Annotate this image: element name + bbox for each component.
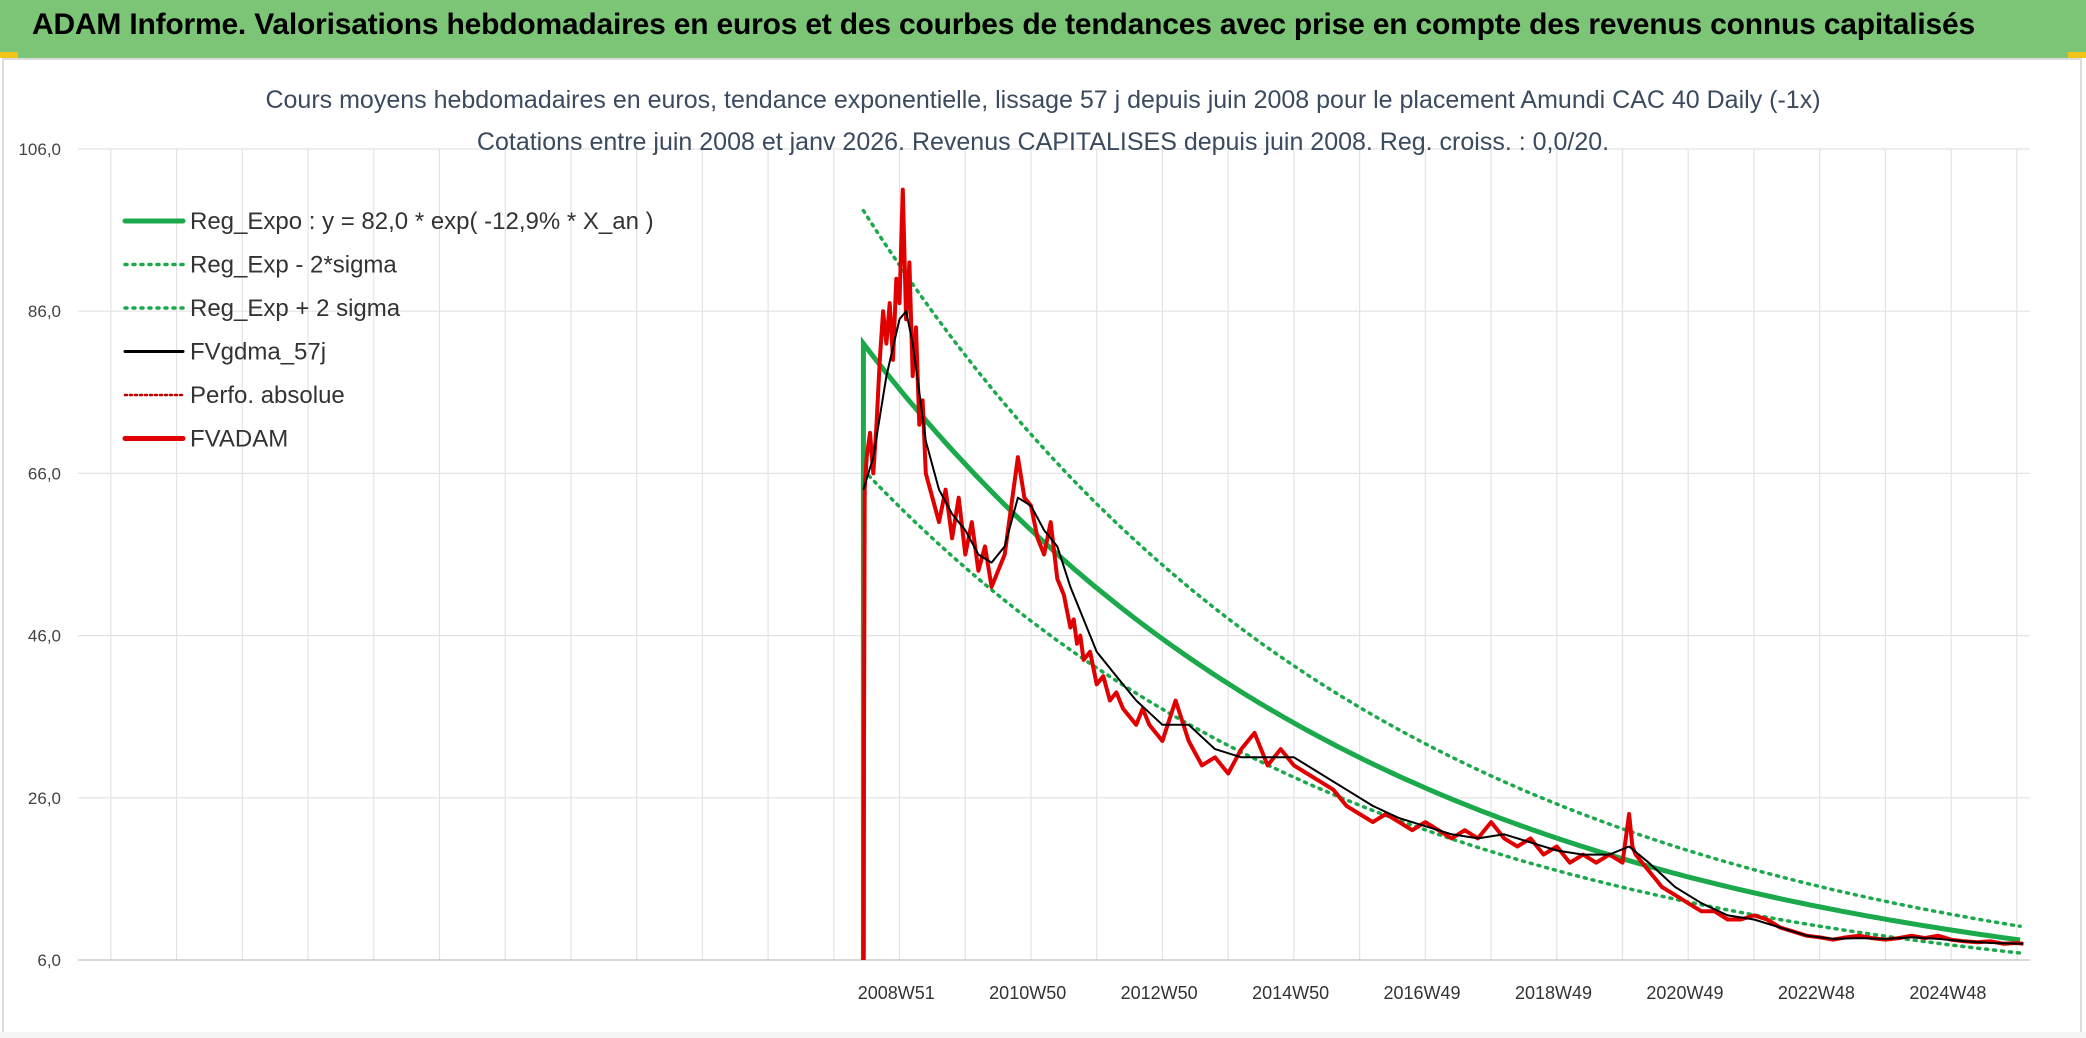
x-tick-label: 2022W48 — [1778, 983, 1855, 1003]
x-tick-label: 2018W49 — [1515, 983, 1592, 1003]
x-tick-label: 2012W50 — [1121, 983, 1198, 1003]
series-fvadam — [861, 187, 2024, 961]
legend-label: Perfo. absolue — [190, 382, 345, 409]
report-title: ADAM Informe. Valorisations hebdomadaire… — [32, 8, 1975, 41]
y-tick-label: 46,0 — [28, 627, 61, 646]
x-tick-label: 2020W49 — [1646, 983, 1723, 1003]
series-reg-exp-plus-2sigma — [861, 208, 2022, 928]
series — [860, 187, 2024, 961]
corner-marker — [2068, 52, 2086, 58]
bottom-strip — [0, 1032, 2086, 1038]
y-tick-label: 86,0 — [28, 302, 61, 321]
y-tick-label: 26,0 — [28, 789, 61, 808]
series-reg-exp-minus-2sigma — [861, 468, 2022, 955]
x-tick-label: 2024W48 — [1909, 983, 1986, 1003]
series-reg-expo — [860, 336, 2021, 960]
legend-label: Reg_Exp - 2*sigma — [190, 252, 397, 279]
x-tick-label: 2016W49 — [1384, 983, 1461, 1003]
axis-labels: 106,0 86,0 66,0 46,0 26,0 6,0 2008W51 2010W50 20… — [18, 140, 1986, 1003]
legend-label: FVADAM — [190, 426, 288, 453]
x-tick-label: 2014W50 — [1252, 983, 1329, 1003]
y-tick-label: 66,0 — [28, 464, 61, 483]
legend-label: FVgdma_57j — [190, 339, 326, 366]
x-tick-label: 2010W50 — [989, 983, 1066, 1003]
corner-marker — [0, 52, 18, 58]
series-fvgdma-57j — [862, 310, 2024, 945]
y-tick-label: 6,0 — [37, 951, 61, 970]
chart-title-line-1: Cours moyens hebdomadaires en euros, ten… — [265, 86, 1820, 114]
x-tick-label: 2008W51 — [858, 983, 935, 1003]
legend: Reg_Expo : y = 82,0 * exp( -12,9% * X_an… — [122, 208, 654, 453]
chart-title-line-2: Cotations entre juin 2008 et janv 2026. … — [477, 128, 1609, 156]
legend-label: Reg_Exp + 2 sigma — [190, 295, 401, 322]
report-banner: ADAM Informe. Valorisations hebdomadaire… — [0, 0, 2086, 58]
legend-label: Reg_Expo : y = 82,0 * exp( -12,9% * X_an… — [190, 208, 654, 235]
y-tick-label: 106,0 — [18, 140, 61, 159]
